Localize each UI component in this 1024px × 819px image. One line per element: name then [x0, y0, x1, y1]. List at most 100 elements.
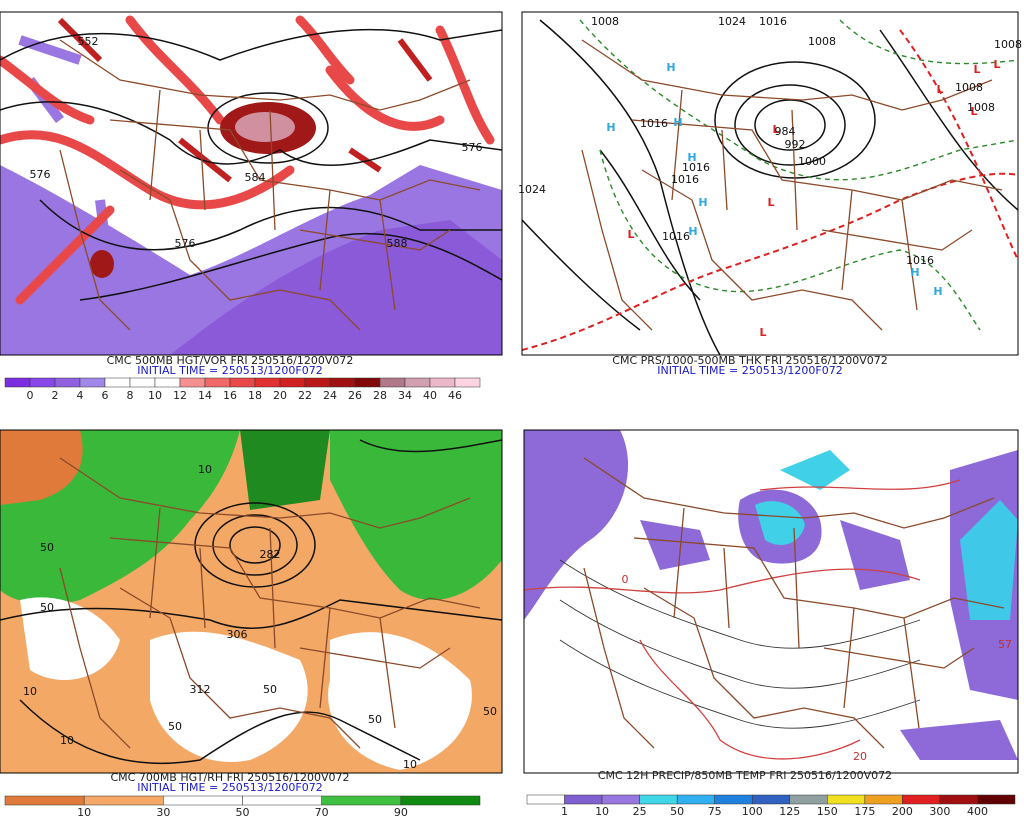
map-shape	[19, 699, 421, 765]
contour-label: 1016	[671, 173, 699, 186]
colorbar-label: 200	[892, 805, 913, 818]
map-shape	[0, 15, 495, 305]
pressure-center: L	[973, 63, 980, 76]
map-shape	[330, 430, 502, 600]
map-shape	[839, 19, 1018, 65]
pressure-center: H	[910, 266, 919, 279]
colorbar-swatch	[329, 377, 356, 388]
pressure-center: L	[767, 196, 774, 209]
colorbar-swatch	[429, 377, 456, 388]
humidity-map	[0, 430, 502, 773]
colorbar-label: 40	[423, 389, 437, 402]
map-shape	[759, 479, 961, 491]
contour-label: 10	[60, 734, 74, 747]
colorbar-swatch	[789, 794, 828, 805]
map-shape	[755, 501, 805, 545]
contour-label: 576	[175, 237, 196, 250]
colorbar-label: 100	[742, 805, 763, 818]
map-shape	[90, 250, 114, 278]
map-shape	[359, 439, 502, 453]
colorbar-swatch	[601, 794, 640, 805]
colorbar-label: 28	[373, 389, 387, 402]
contour-label: 1016	[759, 15, 787, 28]
map-shape	[57, 17, 433, 183]
contour-label: 312	[190, 683, 211, 696]
map-shape	[524, 568, 921, 594]
contour-label: 552	[78, 35, 99, 48]
colorbar-swatch	[204, 377, 231, 388]
colorbar-swatch	[977, 794, 1016, 805]
panel-frame	[521, 11, 1019, 356]
pressure-center: L	[970, 105, 977, 118]
map-shape	[900, 720, 1018, 760]
contour-label: 1008	[994, 38, 1022, 51]
map-shape	[734, 84, 846, 166]
colorbar-label: 6	[102, 389, 109, 402]
pressure-center: L	[772, 123, 779, 136]
vorticity-map	[0, 12, 502, 355]
precip-map	[524, 430, 1018, 773]
colorbar-label: 300	[929, 805, 950, 818]
pressure-center: L	[993, 58, 1000, 71]
colorbar-label: 30	[156, 806, 170, 819]
colorbar-label: 50	[236, 806, 250, 819]
colorbar-swatch	[400, 795, 481, 806]
colorbar-swatch	[279, 377, 306, 388]
map-shape	[170, 220, 502, 355]
map-shape	[539, 19, 721, 355]
colorbar-swatch	[4, 377, 31, 388]
pressure-center: H	[673, 116, 682, 129]
pressure-center: L	[627, 228, 634, 241]
initial-time: INITIAL TIME = 250513/1200F072	[137, 364, 322, 377]
colorbar-swatch	[179, 377, 206, 388]
pressure-center: H	[698, 196, 707, 209]
pressure-center: L	[759, 326, 766, 339]
colorbar-swatch	[354, 377, 381, 388]
caption: CMC 12H PRECIP/850MB TEMP FRI 250516/120…	[598, 769, 892, 782]
caption: CMC 500MB HGT/VOR FRI 250516/1200V072	[107, 354, 354, 367]
colorbar-label: 16	[223, 389, 237, 402]
map-shape	[599, 149, 701, 301]
map-shape	[522, 12, 1018, 355]
colorbar-label: 2	[52, 389, 59, 402]
colorbar-swatch	[827, 794, 866, 805]
colorbar-label: 4	[77, 389, 84, 402]
colorbar-label: 10	[148, 389, 162, 402]
colorbar-label: 10	[77, 806, 91, 819]
contour-label: 1008	[591, 15, 619, 28]
colorbar-swatch	[242, 795, 322, 806]
map-shape	[0, 28, 502, 61]
colorbar-swatch	[379, 377, 406, 388]
map-shape	[599, 149, 981, 331]
contour-label: 282	[260, 548, 281, 561]
colorbar-label: 26	[348, 389, 362, 402]
colorbar-swatch	[404, 377, 431, 388]
map-shape	[212, 514, 298, 576]
colorbar-swatch	[154, 377, 181, 388]
colorbar-swatch	[4, 795, 85, 806]
contour-label: 50	[40, 601, 54, 614]
contour-label: 306	[227, 628, 248, 641]
colorbar-swatch	[639, 794, 678, 805]
map-shape	[559, 599, 921, 689]
colorbar-label: 20	[273, 389, 287, 402]
map-shape	[20, 597, 120, 680]
colorbar-label: 125	[779, 805, 800, 818]
colorbar-label: 50	[670, 805, 684, 818]
contour-label: 50	[263, 683, 277, 696]
map-shape	[235, 112, 295, 142]
contour-label: 50	[483, 705, 497, 718]
contour-label: 576	[30, 168, 51, 181]
contour-label: 1008	[808, 35, 836, 48]
contour-label: 588	[387, 237, 408, 250]
map-shape	[522, 219, 641, 331]
panel-frame	[523, 429, 1019, 774]
pressure-center: H	[606, 121, 615, 134]
colorbar-swatch	[129, 377, 156, 388]
map-shape	[229, 526, 281, 564]
colorbar-label: 34	[398, 389, 412, 402]
map-shape	[754, 99, 826, 151]
colorbar-label: 1	[561, 805, 568, 818]
map-shape	[879, 29, 1018, 211]
